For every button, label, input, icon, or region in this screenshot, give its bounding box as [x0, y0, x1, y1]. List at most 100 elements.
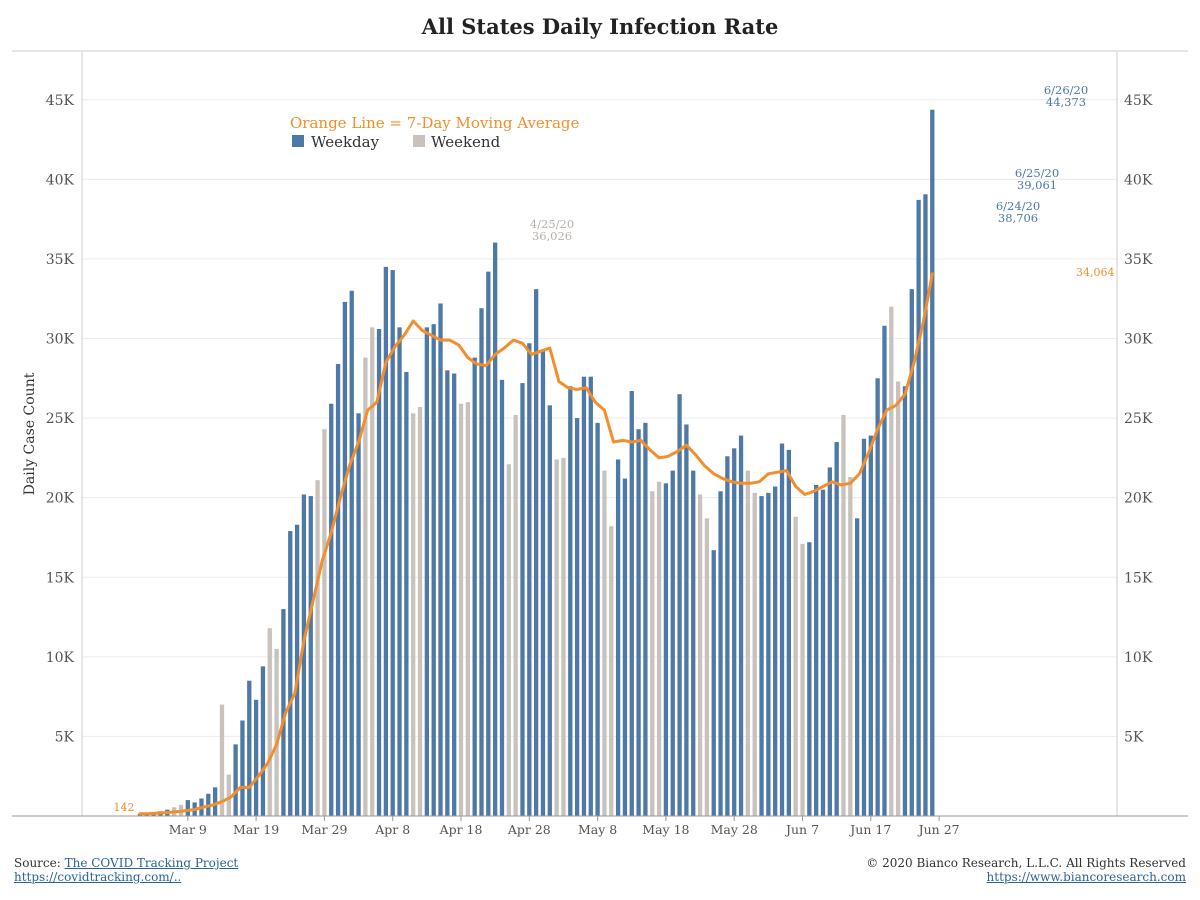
- bar: [486, 271, 491, 816]
- bar: [670, 470, 675, 816]
- x-tick-label: Jun 7: [784, 822, 819, 837]
- bar: [889, 306, 894, 816]
- y-tick-label-left: 20K: [46, 491, 75, 507]
- bar: [274, 648, 279, 816]
- bar: [834, 441, 839, 816]
- annotation-value: 39,061: [1017, 178, 1057, 192]
- bar: [574, 418, 580, 816]
- bar: [185, 800, 190, 816]
- bar: [329, 403, 334, 816]
- bar: [390, 270, 395, 816]
- bar: [479, 308, 484, 816]
- bar: [363, 357, 368, 816]
- annotation-value: 44,373: [1046, 95, 1086, 109]
- bar: [513, 414, 518, 816]
- x-tick-label: May 8: [578, 822, 617, 837]
- bar: [773, 486, 778, 816]
- bar: [260, 666, 266, 816]
- copyright-note: © 2020 Bianco Research, L.L.C. All Right…: [866, 856, 1186, 884]
- legend-swatch-weekend: [413, 135, 425, 147]
- bar: [704, 518, 710, 816]
- source-link[interactable]: The COVID Tracking Project: [64, 856, 239, 870]
- bar: [738, 435, 744, 816]
- source-prefix: Source:: [14, 856, 65, 870]
- y-tick-label-left: 30K: [46, 332, 75, 348]
- bar: [568, 386, 573, 816]
- legend-label-weekday: Weekday: [311, 133, 380, 151]
- bar: [909, 289, 914, 816]
- x-tick-label: Apr 18: [439, 822, 483, 837]
- y-tick-label-right: 5K: [1124, 729, 1144, 745]
- bar: [602, 470, 607, 816]
- annotation-ma-end-value: 34,064: [1076, 266, 1115, 279]
- x-tick-label: Mar 19: [233, 822, 279, 837]
- bar: [861, 438, 867, 816]
- bar: [732, 448, 737, 816]
- bar: [219, 704, 225, 816]
- bar: [376, 328, 382, 816]
- y-tick-label-right: 30K: [1124, 332, 1153, 348]
- bar: [472, 357, 477, 816]
- bar: [335, 363, 341, 816]
- bar: [677, 394, 682, 816]
- bar: [561, 457, 566, 816]
- y-tick-label-left: 10K: [46, 650, 75, 666]
- bar: [711, 550, 716, 816]
- bar: [629, 391, 634, 816]
- bar: [848, 476, 853, 816]
- bar: [691, 470, 696, 816]
- bar: [725, 456, 730, 816]
- y-tick-label-left: 45K: [46, 93, 75, 109]
- moving-average-polyline: [138, 272, 934, 816]
- bar: [233, 744, 238, 816]
- bar: [697, 494, 703, 816]
- bars: [137, 109, 935, 817]
- bar: [554, 459, 559, 816]
- bar: [445, 370, 450, 816]
- annotation-start-value: 142: [114, 801, 135, 814]
- annotation-date: 6/24/20: [996, 199, 1040, 213]
- bar: [656, 481, 662, 816]
- y-tick-label-left: 15K: [46, 570, 75, 586]
- bar: [370, 327, 375, 816]
- bar: [431, 324, 436, 816]
- bar: [615, 459, 621, 816]
- bar: [349, 290, 354, 816]
- y-tick-label-right: 35K: [1124, 252, 1153, 268]
- bar: [923, 194, 928, 817]
- y-tick-label-left: 25K: [46, 411, 75, 427]
- bar: [855, 518, 860, 816]
- bar: [916, 199, 921, 816]
- bar: [841, 414, 846, 816]
- annotation-value: 36,026: [532, 229, 572, 243]
- y-tick-label-right: 10K: [1124, 650, 1153, 666]
- y-tick-label-right: 20K: [1124, 491, 1153, 507]
- y-tick-label-left: 35K: [46, 252, 75, 268]
- bar: [438, 303, 443, 816]
- bar: [424, 327, 430, 816]
- x-tick-label: Jun 17: [848, 822, 891, 837]
- bar: [581, 376, 587, 816]
- annotation-date: 4/25/20: [530, 217, 574, 231]
- bar: [267, 628, 272, 816]
- y-tick-label-right: 40K: [1124, 172, 1153, 188]
- source-url-link[interactable]: https://covidtracking.com/..: [14, 870, 182, 884]
- bar: [766, 492, 771, 816]
- bar: [643, 422, 648, 816]
- legend-moving-average-label: Orange Line = 7-Day Moving Average: [290, 114, 580, 132]
- bar: [684, 424, 689, 816]
- bar: [800, 543, 805, 816]
- bar: [288, 531, 293, 816]
- y-tick-label-left: 5K: [55, 729, 75, 745]
- bar: [527, 343, 532, 816]
- bar: [226, 774, 231, 816]
- bar: [294, 524, 300, 816]
- bar: [301, 494, 307, 816]
- x-tick-label: Jun 27: [917, 822, 960, 837]
- bar: [779, 443, 785, 816]
- site-link[interactable]: https://www.biancoresearch.com: [986, 870, 1186, 884]
- bar: [212, 787, 218, 816]
- bar: [520, 383, 525, 816]
